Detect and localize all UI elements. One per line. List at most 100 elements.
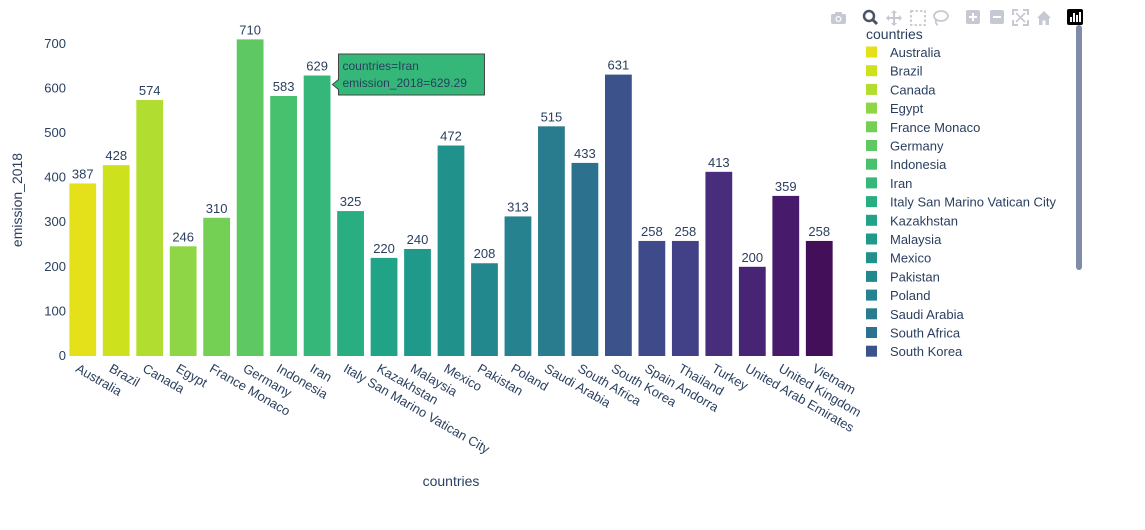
legend-swatch	[866, 140, 877, 151]
y-axis: 0 100 200 300 400 500 600 700	[44, 36, 66, 363]
legend-swatch	[866, 102, 877, 114]
bar-united-kingdom[interactable]	[772, 195, 800, 356]
legend[interactable]: countries Australia Brazil Canada Egypt Fran…	[866, 26, 1056, 359]
bar-italy-san-marino-vatican-city[interactable]	[337, 211, 364, 356]
data-label-thailand: 258	[674, 224, 696, 239]
pan-icon[interactable]	[886, 10, 902, 26]
legend-item-france-monaco[interactable]: France Monaco	[866, 120, 980, 135]
bar-poland[interactable]	[504, 216, 532, 356]
bar-france-monaco[interactable]	[203, 217, 231, 356]
bar-kazakhstan[interactable]	[370, 257, 398, 356]
bar-saudi-arabia[interactable]	[538, 126, 565, 357]
bar-iran[interactable]	[303, 75, 331, 357]
legend-label: Saudi Arabia	[890, 307, 964, 322]
lasso-select-icon[interactable]	[933, 10, 949, 26]
tooltip-line-category: countries=Iran	[342, 59, 418, 73]
bar-egypt[interactable]	[169, 246, 197, 356]
legend-item-mexico[interactable]: Mexico	[866, 251, 931, 266]
legend-swatch	[866, 177, 877, 189]
bars-layer	[69, 39, 833, 357]
legend-swatch	[866, 121, 877, 133]
legend-label: Egypt	[890, 101, 924, 116]
bar-mexico[interactable]	[437, 145, 465, 356]
plotly-logo-icon[interactable]	[1067, 9, 1083, 25]
legend-item-pakistan[interactable]: Pakistan	[866, 269, 940, 284]
tooltip-box	[331, 53, 485, 96]
bar-indonesia[interactable]	[270, 96, 297, 356]
bar-canada[interactable]	[136, 100, 164, 356]
data-label-united-arab-emirates: 200	[741, 250, 763, 265]
data-label-iran: 629	[306, 59, 328, 74]
legend-swatch	[866, 65, 877, 77]
bar-pakistan[interactable]	[471, 263, 498, 356]
bar-thailand[interactable]	[671, 240, 699, 356]
legend-swatch	[866, 214, 877, 226]
zoom-in-icon[interactable]	[966, 10, 980, 24]
data-label-south-korea: 631	[608, 58, 630, 73]
legend-item-germany[interactable]: Germany	[866, 139, 944, 154]
legend-swatch	[866, 83, 877, 95]
autoscale-icon[interactable]	[1012, 9, 1029, 26]
y-tick-label: 200	[44, 259, 66, 274]
legend-label: Iran	[890, 176, 912, 191]
legend-item-egypt[interactable]: Egypt	[866, 101, 924, 116]
tooltip-line-value: emission_2018=629.29	[342, 76, 467, 90]
legend-item-saudi-arabia[interactable]: Saudi Arabia	[866, 307, 964, 322]
data-label-germany: 710	[239, 22, 261, 37]
camera-icon[interactable]	[831, 12, 846, 24]
legend-scrollbar[interactable]	[1076, 25, 1082, 270]
y-axis-title: emission_2018	[9, 153, 25, 247]
legend-item-australia[interactable]: Australia	[866, 45, 941, 60]
modebar	[831, 9, 1083, 26]
legend-label: Mexico	[890, 251, 931, 266]
data-label-australia: 387	[72, 166, 94, 181]
box-select-icon[interactable]	[910, 10, 926, 26]
legend-swatch	[866, 196, 877, 208]
zoom-icon[interactable]	[862, 9, 879, 26]
data-label-vietnam: 258	[808, 224, 830, 239]
hover-tooltip: countries=Iran emission_2018=629.29	[331, 53, 485, 96]
legend-item-iran[interactable]: Iran	[866, 176, 912, 191]
legend-swatch	[866, 270, 877, 282]
legend-item-indonesia[interactable]: Indonesia	[866, 157, 947, 172]
legend-item-italy-san-marino-vatican-city[interactable]: Italy San Marino Vatican City	[866, 195, 1056, 210]
legend-label: South Africa	[890, 326, 961, 341]
zoom-out-icon[interactable]	[990, 10, 1004, 24]
legend-swatch	[866, 345, 877, 357]
legend-label: Australia	[890, 45, 941, 60]
legend-swatch	[866, 46, 877, 58]
bar-malaysia[interactable]	[404, 248, 431, 356]
legend-item-south-africa[interactable]: South Africa	[866, 326, 961, 341]
data-label-kazakhstan: 220	[373, 241, 395, 256]
data-label-canada: 574	[139, 83, 161, 98]
legend-item-poland[interactable]: Poland	[866, 288, 930, 303]
legend-label: Canada	[890, 82, 936, 97]
bar-united-arab-emirates[interactable]	[738, 266, 766, 356]
legend-label: Kazakhstan	[890, 213, 958, 228]
legend-swatch	[866, 158, 877, 170]
data-label-indonesia: 583	[273, 79, 295, 94]
legend-label: France Monaco	[890, 120, 980, 135]
bar-spain-andorra[interactable]	[638, 240, 666, 356]
legend-item-canada[interactable]: Canada	[866, 82, 936, 97]
bar-brazil[interactable]	[102, 165, 130, 356]
data-label-italy-san-marino-vatican-city: 325	[340, 194, 362, 209]
bar-australia[interactable]	[69, 183, 97, 356]
legend-item-kazakhstan[interactable]: Kazakhstan	[866, 213, 958, 228]
bar-vietnam[interactable]	[805, 240, 833, 356]
bar-turkey[interactable]	[705, 171, 733, 356]
bar-germany[interactable]	[236, 39, 264, 356]
legend-label: Indonesia	[890, 157, 947, 172]
legend-item-brazil[interactable]: Brazil	[866, 64, 923, 79]
data-label-france-monaco: 310	[206, 201, 228, 216]
data-label-malaysia: 240	[407, 232, 429, 247]
bar-south-korea[interactable]	[605, 74, 632, 357]
bar-south-africa[interactable]	[571, 162, 599, 356]
legend-item-south-korea[interactable]: South Korea	[866, 344, 963, 359]
y-tick-label: 700	[44, 36, 66, 51]
reset-axes-icon[interactable]	[1037, 11, 1051, 25]
legend-item-malaysia[interactable]: Malaysia	[866, 232, 942, 247]
data-label-egypt: 246	[172, 229, 194, 244]
